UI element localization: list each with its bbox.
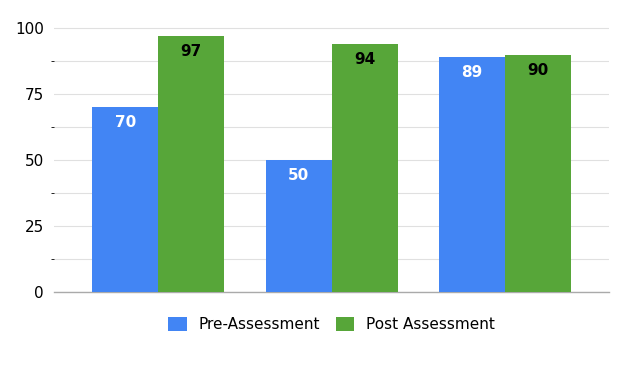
Bar [439, 57, 505, 293]
Legend: Pre-Assessment, Post Assessment: Pre-Assessment, Post Assessment [162, 311, 501, 338]
Bar [158, 36, 224, 293]
Text: 89: 89 [461, 65, 483, 80]
Bar [266, 160, 331, 293]
Bar [505, 55, 571, 293]
Text: 94: 94 [354, 52, 375, 67]
Bar [92, 107, 158, 293]
Text: 97: 97 [180, 44, 202, 59]
Bar [331, 44, 397, 293]
Text: 50: 50 [288, 168, 310, 183]
Text: 90: 90 [527, 62, 548, 77]
Text: 70: 70 [115, 116, 136, 131]
